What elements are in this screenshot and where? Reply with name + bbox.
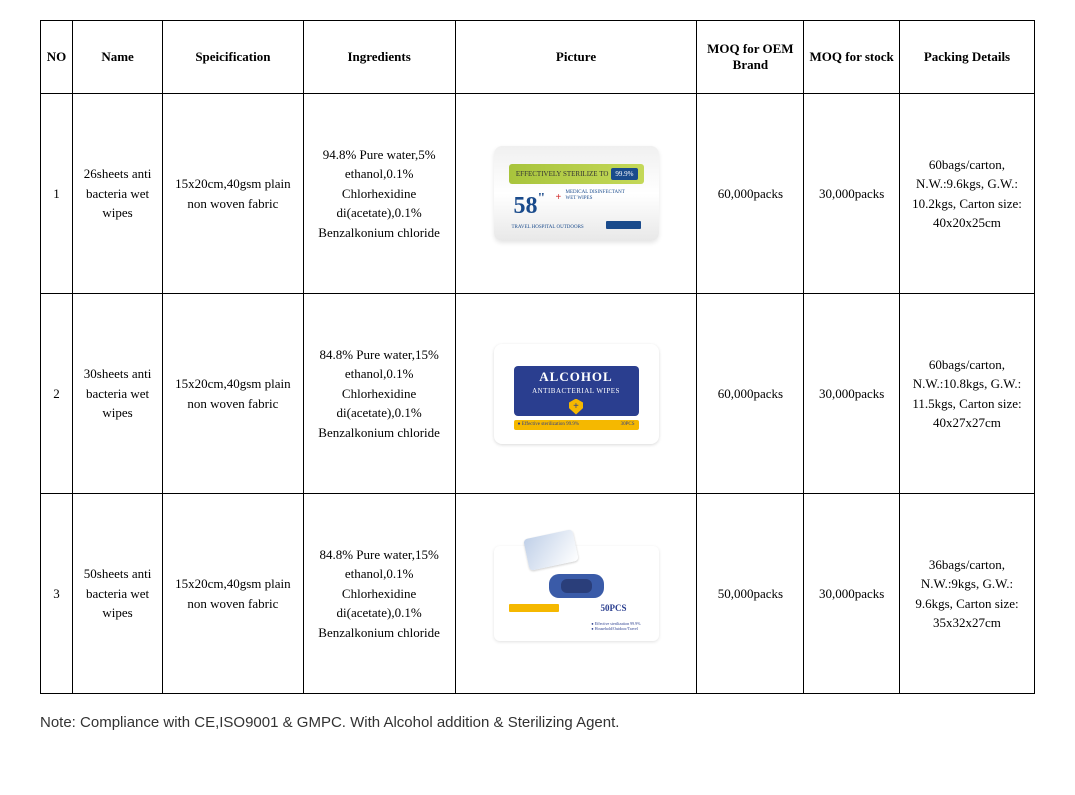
cell-name: 50sheets anti bacteria wet wipes xyxy=(73,494,163,694)
header-no: NO xyxy=(41,21,73,94)
cell-moq-stock: 30,000packs xyxy=(804,294,900,494)
pack-count: 50PCS xyxy=(600,602,626,616)
alcohol-label: ALCOHOL ANTIBACTERIAL WIPES + xyxy=(514,366,639,416)
pack-opening xyxy=(549,574,604,598)
alcohol-wipes-pack: ALCOHOL ANTIBACTERIAL WIPES + ● Effectiv… xyxy=(494,344,659,444)
cell-no: 3 xyxy=(41,494,73,694)
cell-moq-stock: 30,000packs xyxy=(804,94,900,294)
strip-right: 30PCS xyxy=(621,421,635,429)
alcohol-subtitle: ANTIBACTERIAL WIPES xyxy=(532,386,620,397)
header-moq-oem: MOQ for OEM Brand xyxy=(697,21,804,94)
cell-picture: ALCOHOL ANTIBACTERIAL WIPES + ● Effectiv… xyxy=(455,294,697,494)
cell-name: 30sheets anti bacteria wet wipes xyxy=(73,294,163,494)
product-image-3: 50PCS ● Effective sterilization 99.9% ● … xyxy=(489,539,664,649)
header-ingredients: Ingredients xyxy=(303,21,455,94)
cell-picture: EFFECTIVELY STERILIZE TO 99.9% 58" + MED… xyxy=(455,94,697,294)
wipes-pack-58: EFFECTIVELY STERILIZE TO 99.9% 58" + MED… xyxy=(494,146,659,241)
cell-packing: 60bags/carton, N.W.:10.8kgs, G.W.: 11.5k… xyxy=(899,294,1034,494)
pack-bottom-text: TRAVEL HOSPITAL OUTDOORS xyxy=(512,224,584,232)
header-spec: Speicification xyxy=(163,21,304,94)
pack-lid xyxy=(523,529,579,571)
header-moq-stock: MOQ for stock xyxy=(804,21,900,94)
cell-spec: 15x20cm,40gsm plain non woven fabric xyxy=(163,94,304,294)
alcohol-title: ALCOHOL xyxy=(539,367,612,387)
cell-spec: 15x20cm,40gsm plain non woven fabric xyxy=(163,294,304,494)
product-spec-table: NO Name Speicification Ingredients Pictu… xyxy=(40,20,1035,694)
table-row: 2 30sheets anti bacteria wet wipes 15x20… xyxy=(41,294,1035,494)
table-row: 1 26sheets anti bacteria wet wipes 15x20… xyxy=(41,94,1035,294)
cell-picture: 50PCS ● Effective sterilization 99.9% ● … xyxy=(455,494,697,694)
header-packing: Packing Details xyxy=(899,21,1034,94)
cell-spec: 15x20cm,40gsm plain non woven fabric xyxy=(163,494,304,694)
cell-name: 26sheets anti bacteria wet wipes xyxy=(73,94,163,294)
table-row: 3 50sheets anti bacteria wet wipes 15x20… xyxy=(41,494,1035,694)
pack-strip xyxy=(509,604,559,612)
cell-no: 2 xyxy=(41,294,73,494)
compliance-note: Note: Compliance with CE,ISO9001 & GMPC.… xyxy=(40,714,1035,731)
product-image-2: ALCOHOL ANTIBACTERIAL WIPES + ● Effectiv… xyxy=(489,339,664,449)
pack-desc: MEDICAL DISINFECTANT WET WIPES xyxy=(566,190,625,202)
pack-number: 58" xyxy=(514,188,546,224)
cell-packing: 36bags/carton, N.W.:9kgs, G.W.: 9.6kgs, … xyxy=(899,494,1034,694)
wipes-pack-50: 50PCS ● Effective sterilization 99.9% ● … xyxy=(494,546,659,641)
cell-no: 1 xyxy=(41,94,73,294)
strip-left: ● Effective sterilization 99.9% xyxy=(518,421,580,429)
product-image-1: EFFECTIVELY STERILIZE TO 99.9% 58" + MED… xyxy=(489,139,664,249)
pack-badge xyxy=(606,221,641,229)
cell-moq-oem: 50,000packs xyxy=(697,494,804,694)
cell-ingredients: 84.8% Pure water,15% ethanol,0.1% Chlorh… xyxy=(303,494,455,694)
cell-moq-oem: 60,000packs xyxy=(697,294,804,494)
header-name: Name xyxy=(73,21,163,94)
band-text: EFFECTIVELY STERILIZE TO xyxy=(516,169,609,180)
table-header-row: NO Name Speicification Ingredients Pictu… xyxy=(41,21,1035,94)
pack-text: ● Effective sterilization 99.9% ● Househ… xyxy=(591,621,640,631)
cell-moq-stock: 30,000packs xyxy=(804,494,900,694)
sterilize-band: EFFECTIVELY STERILIZE TO 99.9% xyxy=(509,164,644,184)
cell-moq-oem: 60,000packs xyxy=(697,94,804,294)
shield-icon: + xyxy=(569,399,583,415)
band-pct: 99.9% xyxy=(611,168,637,181)
plus-icon: + xyxy=(556,190,562,205)
cell-packing: 60bags/carton, N.W.:9.6kgs, G.W.: 10.2kg… xyxy=(899,94,1034,294)
cell-ingredients: 94.8% Pure water,5% ethanol,0.1% Chlorhe… xyxy=(303,94,455,294)
cell-ingredients: 84.8% Pure water,15% ethanol,0.1% Chlorh… xyxy=(303,294,455,494)
alcohol-strip: ● Effective sterilization 99.9% 30PCS xyxy=(514,420,639,430)
header-picture: Picture xyxy=(455,21,697,94)
